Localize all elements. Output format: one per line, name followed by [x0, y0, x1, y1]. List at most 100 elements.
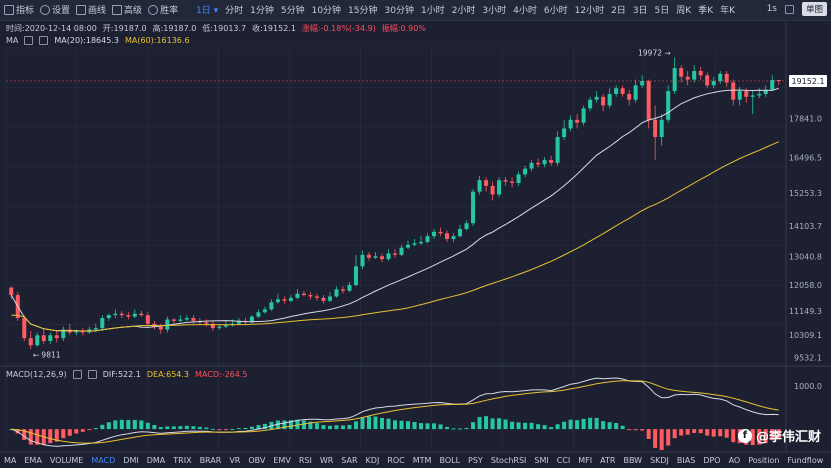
ma-legend: MA MA(20):18645.3 MA(60):16136.6	[6, 36, 190, 45]
indicator-tab-cci[interactable]: CCI	[556, 456, 571, 465]
indicator-tab-ma[interactable]: MA	[4, 456, 17, 465]
macd-bar	[536, 424, 541, 430]
period-11[interactable]: 6小时	[543, 6, 568, 16]
indicator-tab-dmi[interactable]: DMI	[123, 456, 139, 465]
indicator-tab-vr[interactable]: VR	[229, 456, 241, 465]
indicator-tab-obv[interactable]: OBV	[248, 456, 266, 465]
candle-body	[236, 320, 241, 324]
period-0[interactable]: 1日 ▾	[196, 6, 219, 16]
indicator-tab-ao[interactable]: AO	[728, 456, 741, 465]
single-chart-chip[interactable]: 单图	[801, 2, 827, 16]
period-6[interactable]: 30分钟	[384, 6, 414, 16]
indicator-tab-sar[interactable]: SAR	[341, 456, 358, 465]
macd-bar	[223, 429, 228, 431]
macd-bar	[685, 429, 690, 435]
indicator-tab-roc[interactable]: ROC	[387, 456, 405, 465]
indicator-tab-brar[interactable]: BRAR	[199, 456, 222, 465]
macd-dea-line	[11, 380, 779, 444]
period-7[interactable]: 1小时	[420, 6, 445, 16]
indicator-tab-volume[interactable]: VOLUME	[49, 456, 84, 465]
period-5[interactable]: 15分钟	[348, 6, 378, 16]
indicator-tab-rsi[interactable]: RSI	[298, 456, 312, 465]
ma-settings-icon[interactable]	[24, 36, 34, 45]
watermark: f @李伟汇财	[737, 426, 821, 445]
candle-body	[405, 244, 411, 248]
y-tick-label: 12058.0	[789, 281, 822, 290]
macd-bar	[516, 422, 521, 430]
y-tick-label: 17841.0	[789, 115, 822, 124]
indicator-tab-trix[interactable]: TRIX	[173, 456, 192, 465]
period-13[interactable]: 2日	[611, 6, 626, 16]
macd-bar	[80, 429, 85, 432]
period-9[interactable]: 3小时	[482, 6, 507, 16]
candle-body	[386, 253, 391, 260]
candle-body	[22, 318, 27, 339]
indicator-tab-dma[interactable]: DMA	[146, 456, 166, 465]
indicator-tab-position[interactable]: Position	[748, 456, 780, 465]
indicator-tab-stochrsi[interactable]: StochRSI	[490, 456, 527, 465]
indicator-tab-wr[interactable]: WR	[319, 456, 334, 465]
toolbar-drawline-button[interactable]: 画线	[76, 3, 106, 16]
indicator-tab-fundflow[interactable]: Fundflow	[787, 456, 824, 465]
period-16[interactable]: 周K	[676, 6, 692, 16]
indicator-tab-macd[interactable]: MACD	[91, 456, 116, 465]
indicator-tab-psy[interactable]: PSY	[468, 456, 483, 465]
candle-body	[9, 287, 14, 296]
period-1[interactable]: 分时	[225, 6, 244, 16]
indicator-tab-atr[interactable]: ATR	[600, 456, 616, 465]
current-price-label: 19152.1	[791, 77, 824, 86]
macd-bar	[731, 429, 736, 443]
indicator-tab-mtm[interactable]: MTM	[412, 456, 432, 465]
period-10[interactable]: 4小时	[513, 6, 537, 16]
candle-body	[158, 326, 163, 330]
toolbar-indicator-button[interactable]: 指标	[4, 3, 34, 16]
indicator-tab-bias[interactable]: BIAS	[676, 456, 696, 465]
macd-close-icon[interactable]	[87, 370, 97, 379]
candle-body	[301, 293, 306, 296]
period-14[interactable]: 3日	[632, 6, 648, 16]
candle-body	[392, 253, 398, 255]
indicator-tab-kdj[interactable]: KDJ	[365, 456, 380, 465]
macd-bar	[256, 425, 261, 430]
toolbar-winrate-button[interactable]: 胜率	[148, 3, 178, 16]
period-12[interactable]: 12小时	[574, 6, 605, 16]
macd-bar	[191, 426, 196, 430]
period-2[interactable]: 1分钟	[250, 6, 274, 16]
candle-body	[698, 70, 703, 76]
candle-body	[568, 119, 573, 129]
period-17[interactable]: 季K	[698, 6, 714, 16]
macd-bar	[100, 424, 105, 430]
indicator-tab-boll[interactable]: BOLL	[439, 456, 461, 465]
candle-body	[210, 323, 215, 329]
candle-body	[458, 228, 463, 237]
candle-body	[724, 73, 729, 83]
indicator-tab-smi[interactable]: SMI	[534, 456, 549, 465]
period-18[interactable]: 年K	[720, 6, 735, 16]
candle-body	[113, 313, 118, 316]
refresh-interval[interactable]: 1s	[766, 4, 777, 14]
macd-settings-icon[interactable]	[72, 370, 82, 379]
toolbar-settings-button[interactable]: 设置	[40, 3, 70, 16]
y-tick-label: 13040.8	[789, 253, 822, 262]
indicator-tab-emv[interactable]: EMV	[273, 456, 291, 465]
fullscreen-icon[interactable]	[784, 4, 794, 14]
period-3[interactable]: 5分钟	[280, 6, 305, 16]
macd-bar	[562, 421, 567, 430]
macd-bar	[236, 428, 241, 430]
indicator-tab-dpo[interactable]: DPO	[703, 456, 721, 465]
toolbar-advanced-button[interactable]: 高级	[112, 3, 142, 16]
candle-body	[425, 236, 430, 242]
period-4[interactable]: 10分钟	[311, 6, 342, 16]
indicator-tab-mfi[interactable]: MFI	[578, 456, 593, 465]
y-tick-label: 15253.3	[789, 189, 822, 198]
ma-close-icon[interactable]	[39, 36, 49, 45]
ma60-value: MA(60):16136.6	[124, 36, 190, 45]
indicator-tabs: MA EMA VOLUME MACD DMI DMA TRIX BRAR VR OBV EMV RSI…	[0, 454, 831, 468]
indicator-tab-bbw[interactable]: BBW	[623, 456, 643, 465]
indicator-tab-skdj[interactable]: SKDJ	[650, 456, 669, 465]
indicator-tab-ema[interactable]: EMA	[24, 456, 42, 465]
period-15[interactable]: 5日	[654, 6, 670, 16]
period-8[interactable]: 2小时	[451, 6, 476, 16]
macd-bar	[620, 425, 625, 430]
